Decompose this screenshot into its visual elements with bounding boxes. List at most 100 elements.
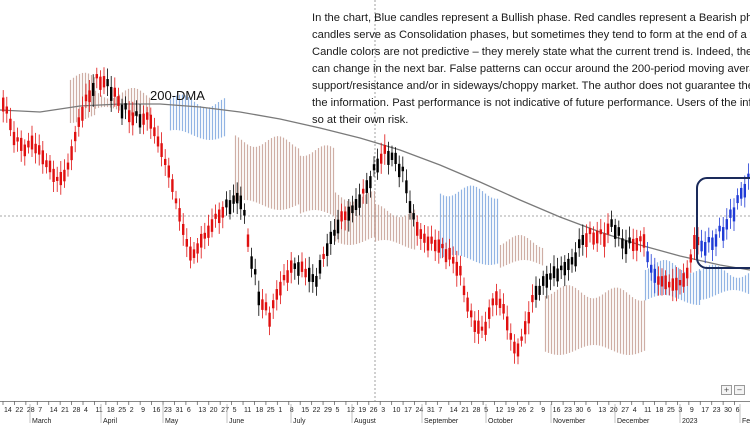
candle-body xyxy=(268,312,271,327)
candle-body xyxy=(272,300,275,309)
axis-day-label: 21 xyxy=(61,407,69,414)
candle-body xyxy=(149,114,152,129)
candle-body xyxy=(38,145,41,155)
axis-day-label: 7 xyxy=(38,407,42,414)
candle-body xyxy=(142,113,145,125)
candle-body xyxy=(164,158,167,166)
candle-body xyxy=(405,180,408,194)
disclaimer-line: In the chart, Blue candles represent a B… xyxy=(312,12,750,24)
axis-day-label: 15 xyxy=(301,407,309,414)
candle-body xyxy=(52,168,55,182)
axis-day-label: 31 xyxy=(175,407,183,414)
candle-body xyxy=(560,265,563,271)
candle-body xyxy=(250,256,253,269)
axis-day-label: 1 xyxy=(278,407,282,414)
candle-body xyxy=(714,234,718,247)
candle-body xyxy=(228,200,232,215)
candle-body xyxy=(700,240,703,252)
candle-body xyxy=(365,180,368,193)
candle-body xyxy=(74,131,77,142)
candle-body xyxy=(621,238,624,249)
candle-body xyxy=(192,249,196,258)
candle-body xyxy=(92,82,95,96)
candle-body xyxy=(736,195,739,204)
candle-body xyxy=(642,234,646,248)
candle-body xyxy=(113,87,116,97)
candlestick-chart[interactable] xyxy=(0,0,750,401)
candle-body xyxy=(401,166,404,172)
candle-body xyxy=(27,140,30,148)
candle-body xyxy=(534,285,538,300)
candle-body xyxy=(459,265,462,276)
candle-body xyxy=(318,260,322,274)
candle-body xyxy=(56,176,59,181)
candle-body xyxy=(671,278,674,291)
candle-body xyxy=(588,227,592,235)
candle-body xyxy=(657,276,660,285)
candle-body xyxy=(578,239,581,249)
candle-body xyxy=(675,277,678,291)
candle-body xyxy=(344,211,347,221)
axis-month-label: December xyxy=(617,418,650,425)
candle-body xyxy=(477,320,480,334)
disclaimer-line: Candle colors are not predictive – they … xyxy=(312,46,750,58)
candle-body xyxy=(653,268,656,283)
axis-day-label: 6 xyxy=(736,407,740,414)
candle-body xyxy=(196,243,199,254)
axis-month-label: October xyxy=(488,418,514,425)
candle-body xyxy=(531,295,534,303)
candle-body xyxy=(304,268,307,278)
axis-day-label: 19 xyxy=(358,407,366,414)
candle-body xyxy=(419,229,422,239)
axis-day-label: 23 xyxy=(564,407,572,414)
candle-body xyxy=(444,249,448,263)
x-axis: 14 22 28 7 14 21 28 4 11 18 25 2 9 16 23 31 6 13 20 27 5 11 18… xyxy=(0,401,750,430)
axis-day-label: 28 xyxy=(27,407,35,414)
candle-body xyxy=(160,143,163,157)
candle-body xyxy=(394,152,397,165)
axis-day-label: 16 xyxy=(553,407,561,414)
highlight-box xyxy=(696,177,750,269)
candle-body xyxy=(106,79,109,87)
candle-body xyxy=(563,261,566,276)
zoom-out-icon[interactable]: − xyxy=(734,385,745,395)
candle-body xyxy=(63,169,66,182)
disclaimer-line: support/resistance and/or in sideways/ch… xyxy=(312,80,750,92)
candle-body xyxy=(495,291,498,306)
axis-day-label: 30 xyxy=(724,407,732,414)
candle-body xyxy=(45,160,48,168)
candle-body xyxy=(95,74,98,79)
candle-body xyxy=(426,236,430,251)
candle-body xyxy=(722,227,725,241)
candle-body xyxy=(329,231,332,244)
candle-body xyxy=(135,111,138,116)
axis-day-label: 9 xyxy=(541,407,545,414)
candle-body xyxy=(693,235,696,250)
axis-month-label: June xyxy=(229,418,244,425)
candle-body xyxy=(596,230,599,244)
axis-day-label: 12 xyxy=(496,407,504,414)
candle-body xyxy=(732,207,736,222)
candle-body xyxy=(441,243,444,249)
candle-body xyxy=(369,176,372,189)
candle-body xyxy=(491,298,494,306)
axis-day-label: 18 xyxy=(255,407,263,414)
candle-body xyxy=(12,131,16,146)
candle-body xyxy=(239,195,242,210)
candle-body xyxy=(174,198,178,204)
candle-body xyxy=(747,173,750,179)
dma-label: 200-DMA xyxy=(150,88,205,103)
candle-body xyxy=(606,223,610,235)
candle-body xyxy=(387,150,390,165)
axis-day-label: 12 xyxy=(347,407,355,414)
candle-body xyxy=(740,187,743,199)
candle-body xyxy=(660,276,664,287)
axis-day-label: 18 xyxy=(107,407,115,414)
candle-body xyxy=(308,267,311,282)
candle-body xyxy=(311,274,314,282)
candle-body xyxy=(408,201,412,213)
candle-body xyxy=(81,106,84,121)
zoom-in-icon[interactable]: + xyxy=(721,385,732,395)
candle-body xyxy=(225,199,228,208)
